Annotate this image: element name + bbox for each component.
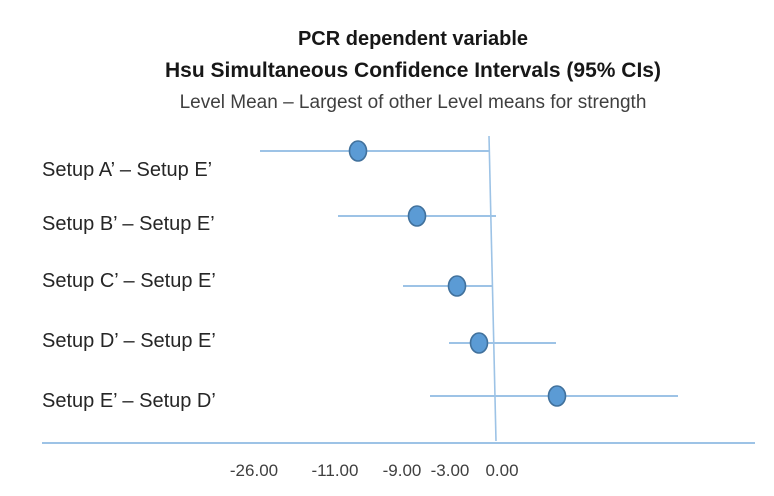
ci-point-estimate-dot: [407, 205, 427, 227]
x-axis-tick-label: -11.00: [311, 461, 359, 480]
ci-row-label: Setup D’ – Setup E’: [42, 330, 216, 352]
zero-reference-line: [488, 135, 497, 442]
x-axis-tick-label: -9.00: [382, 461, 422, 480]
ci-point-estimate-dot: [348, 140, 368, 162]
ci-row-label: Setup B’ – Setup E’: [42, 213, 215, 235]
ci-row-label: Setup C’ – Setup E’: [42, 270, 216, 292]
x-axis-tick-label: 0.00: [485, 461, 519, 480]
chart-title: PCR dependent variable: [297, 28, 529, 50]
chart-title-block: PCR dependent variable Hsu Simultaneous …: [52, 0, 774, 113]
chart-axis-note: Level Mean – Largest of other Level mean…: [179, 92, 647, 113]
ci-point-estimate-dot: [447, 275, 467, 297]
chart-subtitle: Hsu Simultaneous Confidence Intervals (9…: [165, 59, 661, 82]
ci-row-label: Setup A’ – Setup E’: [42, 159, 213, 181]
x-axis-tick-label: -3.00: [430, 461, 470, 480]
x-axis-tick-label: -26.00: [229, 461, 279, 480]
ci-row-label: Setup E’ – Setup D’: [42, 390, 216, 412]
ci-point-estimate-dot: [469, 332, 489, 354]
ci-point-estimate-dot: [547, 385, 567, 407]
